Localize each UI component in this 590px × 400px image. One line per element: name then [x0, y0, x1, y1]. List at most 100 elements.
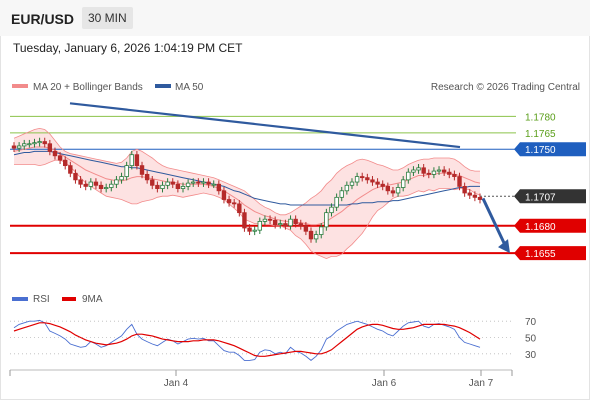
- candle-body: [221, 190, 227, 200]
- candle-body: [313, 234, 319, 240]
- rsi-tick-label: 30: [525, 350, 537, 361]
- candle-body: [144, 173, 150, 181]
- candle-body: [109, 183, 114, 188]
- candle-body: [375, 181, 380, 185]
- ma9-legend-label: 9MA: [82, 294, 103, 305]
- candle-body: [155, 184, 160, 189]
- candle-body: [462, 186, 467, 194]
- candle-body: [47, 143, 53, 152]
- bb-upper-line: [13, 127, 480, 216]
- rsi-line: [13, 319, 481, 361]
- bb-lower-line: [14, 159, 481, 260]
- candle-body: [119, 176, 124, 181]
- candle-body: [175, 183, 181, 189]
- rsi-legend-label: RSI: [33, 294, 50, 305]
- level-label: 1.1680: [525, 222, 556, 233]
- candle-body: [211, 183, 216, 186]
- rsi-legend-swatch: [12, 297, 28, 301]
- candle-body: [329, 206, 334, 214]
- candle-body: [360, 176, 365, 179]
- candle-body: [231, 202, 237, 205]
- rsi-ma-line: [13, 322, 481, 357]
- timeframe-button[interactable]: 30 MIN: [82, 7, 133, 29]
- candle-body: [150, 179, 155, 186]
- candle-body: [42, 141, 47, 145]
- candle-body: [477, 196, 483, 200]
- price-pane: 1.1780 1.1765 1.1750 1.1707 1.1680 1.1655: [10, 102, 586, 261]
- rsi-pane: 70 50 30: [10, 317, 537, 361]
- candle-body: [124, 165, 129, 177]
- x-tick-label: Jan 7: [469, 378, 494, 389]
- candle-body: [32, 142, 37, 145]
- level-label: 1.1750: [525, 145, 556, 156]
- candle-body: [262, 218, 268, 222]
- candle-body: [272, 219, 278, 226]
- level-label: 1.1707: [525, 192, 556, 203]
- candle-body: [93, 181, 99, 186]
- candle-body: [252, 229, 257, 232]
- candle-body: [298, 223, 303, 227]
- candle-body: [185, 182, 191, 187]
- candle-body: [201, 181, 206, 184]
- projection-arrowhead: [498, 239, 510, 254]
- candle-body: [98, 184, 104, 189]
- resistance-trendline: [69, 102, 461, 149]
- candle-body: [370, 179, 375, 183]
- ma9-legend-swatch: [62, 297, 76, 301]
- candle-body: [170, 181, 175, 185]
- candle-body: [303, 225, 309, 232]
- candle-body: [416, 167, 421, 171]
- candle-body: [339, 190, 344, 198]
- candle-body: [349, 181, 355, 186]
- candle-body: [334, 196, 339, 208]
- candle-body: [103, 187, 109, 189]
- ma50-legend-swatch: [155, 84, 171, 88]
- symbol-title: EUR/USD: [11, 11, 75, 27]
- candle-body: [288, 218, 293, 227]
- candle-body: [129, 154, 134, 167]
- projection-arrow: [481, 197, 508, 248]
- candle-body: [365, 177, 370, 181]
- candle-body: [447, 171, 452, 175]
- candle-body: [385, 186, 391, 192]
- level-tag: [514, 246, 586, 261]
- candle-body: [452, 173, 457, 177]
- candle-body: [196, 181, 201, 184]
- candle-body: [27, 143, 32, 146]
- candle-body: [78, 179, 83, 185]
- level-label: 1.1780: [525, 112, 556, 123]
- header-bar: EUR/USD 30 MIN: [0, 0, 590, 36]
- candle-body: [400, 179, 406, 188]
- candle-body: [278, 223, 283, 226]
- candle-body: [226, 199, 232, 204]
- candle-body: [380, 183, 385, 187]
- candle-body: [22, 143, 27, 147]
- level-label: 1.1655: [525, 249, 556, 260]
- candle-body: [242, 212, 247, 229]
- candle-body: [472, 194, 478, 198]
- candle-body: [37, 141, 42, 144]
- x-tick-label: Jan 6: [372, 378, 397, 389]
- candle-body: [267, 218, 273, 221]
- candle-body: [431, 170, 437, 175]
- rsi-tick-label: 50: [525, 334, 537, 345]
- candle-body: [180, 186, 186, 189]
- ma50-line: [13, 150, 480, 206]
- level-tag: [514, 189, 586, 204]
- candle-body: [421, 167, 426, 174]
- timestamp: Tuesday, January 6, 2026 1:04:19 PM CET: [13, 41, 243, 55]
- candle-body: [206, 181, 211, 185]
- candle-body: [57, 155, 63, 161]
- candle-body: [88, 181, 94, 187]
- x-tick-label: Jan 4: [164, 378, 189, 389]
- candle-body: [11, 145, 17, 149]
- ma50-legend-label: MA 50: [175, 82, 204, 93]
- candle-body: [165, 181, 170, 186]
- candle-body: [160, 184, 165, 189]
- candle-body: [191, 181, 196, 184]
- bb-legend-label: MA 20 + Bollinger Bands: [33, 82, 143, 93]
- candle-body: [216, 183, 222, 192]
- rsi-tick-label: 70: [525, 317, 537, 328]
- candle-body: [441, 169, 447, 173]
